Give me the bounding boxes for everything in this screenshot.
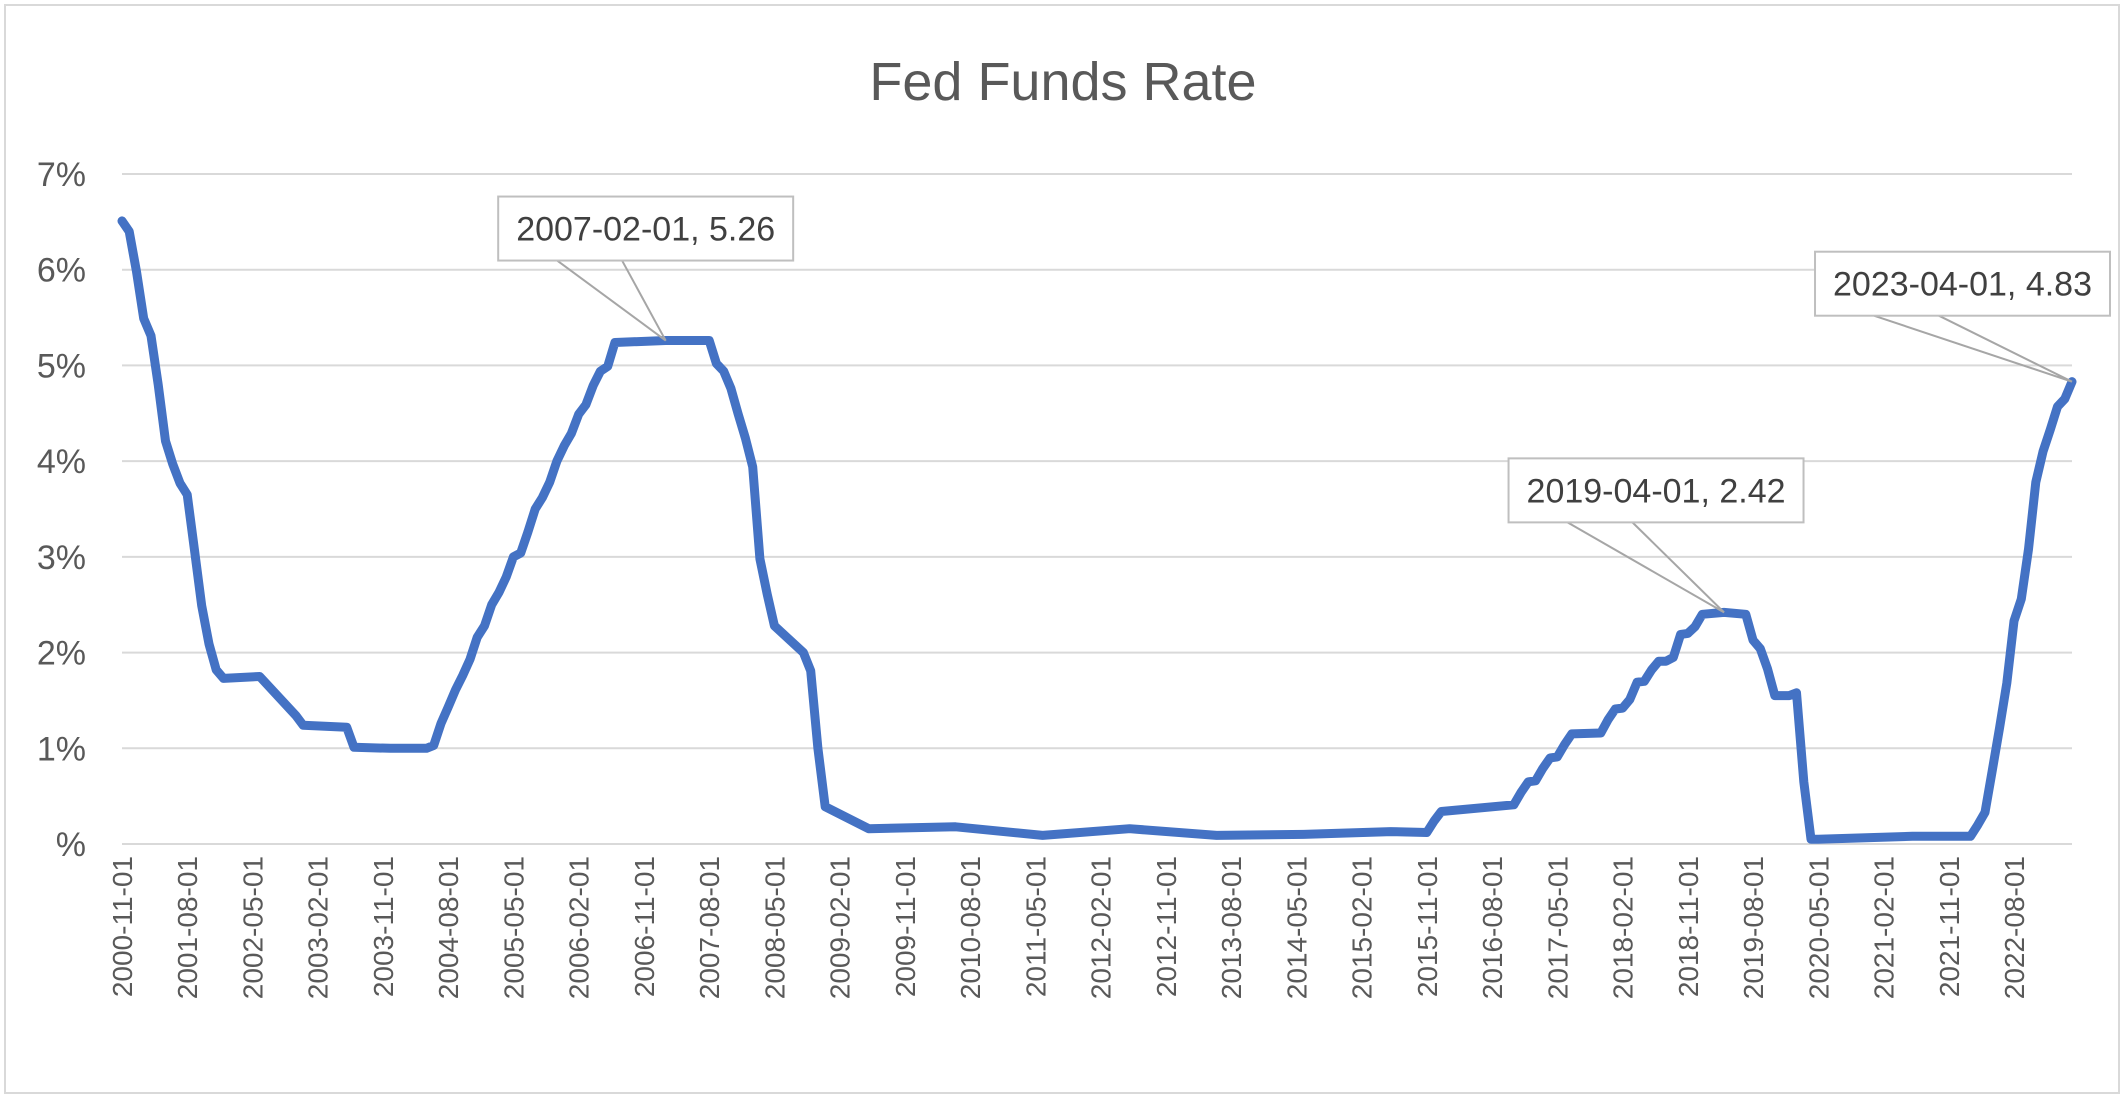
y-tick-label: 6% [37, 252, 86, 290]
x-tick-label: 2016-08-01 [1477, 856, 1508, 999]
callout-box [497, 195, 795, 262]
x-tick-label: 2010-08-01 [955, 856, 986, 999]
callout-1: 2019-04-01, 2.42 [1507, 457, 1805, 614]
x-tick-label: 2000-11-01 [107, 856, 138, 997]
y-tick-label: 4% [37, 443, 86, 481]
x-tick-label: 2022-08-01 [1999, 856, 2030, 999]
y-tick-label: 5% [37, 347, 86, 385]
x-tick-label: 2012-11-01 [1151, 856, 1182, 997]
callout-label: 2019-04-01, 2.42 [1527, 472, 1786, 510]
chart-title: Fed Funds Rate [869, 52, 1256, 112]
x-tick-label: 2003-11-01 [368, 856, 399, 997]
x-tick-label: 2001-08-01 [172, 856, 203, 999]
y-axis-ticks: % 1% 2% 3% 4% 5% 6% 7% [37, 156, 86, 864]
annotations: 2007-02-01, 5.26 2019-04-01, 2.42 2023-04-… [497, 195, 2111, 614]
callout-box [1507, 457, 1805, 524]
x-tick-label: 2013-08-01 [1216, 856, 1247, 999]
y-tick-label: % [56, 826, 86, 864]
x-axis-ticks: 2000-11-01 2001-08-01 2002-05-01 2003-02-01… [107, 856, 2030, 999]
x-tick-label: 2003-02-01 [303, 856, 334, 999]
y-tick-label: 1% [37, 730, 86, 768]
callout-leader [556, 259, 667, 342]
x-tick-label: 2020-05-01 [1803, 856, 1834, 999]
x-tick-label: 2015-02-01 [1347, 856, 1378, 999]
callout-0: 2007-02-01, 5.26 [497, 195, 795, 342]
callout-box [1814, 250, 2111, 317]
x-tick-label: 2009-11-01 [890, 856, 921, 997]
x-tick-label: 2018-11-01 [1673, 856, 1704, 997]
y-tick-label: 7% [37, 156, 86, 194]
y-tick-label: 2% [37, 635, 86, 673]
x-tick-label: 2009-02-01 [825, 856, 856, 999]
x-tick-label: 2021-11-01 [1934, 856, 1965, 997]
chart-frame [4, 4, 2120, 1094]
x-tick-label: 2008-05-01 [759, 856, 790, 999]
x-tick-label: 2007-08-01 [694, 856, 725, 999]
x-tick-label: 2012-02-01 [1086, 856, 1117, 999]
x-tick-label: 2004-08-01 [433, 856, 464, 999]
y-tick-label: 3% [37, 539, 86, 577]
gridlines [122, 173, 2072, 845]
x-tick-label: 2006-11-01 [629, 856, 660, 997]
x-tick-label: 2018-02-01 [1608, 856, 1639, 999]
x-tick-label: 2021-02-01 [1869, 856, 1900, 999]
x-tick-label: 2002-05-01 [237, 856, 268, 999]
x-tick-label: 2014-05-01 [1281, 856, 1312, 999]
x-tick-label: 2011-05-01 [1020, 856, 1051, 997]
x-tick-label: 2019-08-01 [1738, 856, 1769, 999]
x-tick-label: 2017-05-01 [1542, 856, 1573, 999]
series-line-0 [117, 216, 2077, 844]
x-tick-label: 2005-05-01 [498, 856, 529, 999]
x-tick-label: 2015-11-01 [1412, 856, 1443, 997]
x-tick-label: 2006-02-01 [564, 856, 595, 999]
callout-2: 2023-04-01, 4.83 [1814, 250, 2111, 383]
callout-label: 2007-02-01, 5.26 [516, 211, 775, 249]
callout-leader [1873, 314, 2073, 383]
series-layer [117, 216, 2077, 844]
callout-label: 2023-04-01, 4.83 [1833, 266, 2092, 304]
callout-leader [1567, 521, 1725, 614]
